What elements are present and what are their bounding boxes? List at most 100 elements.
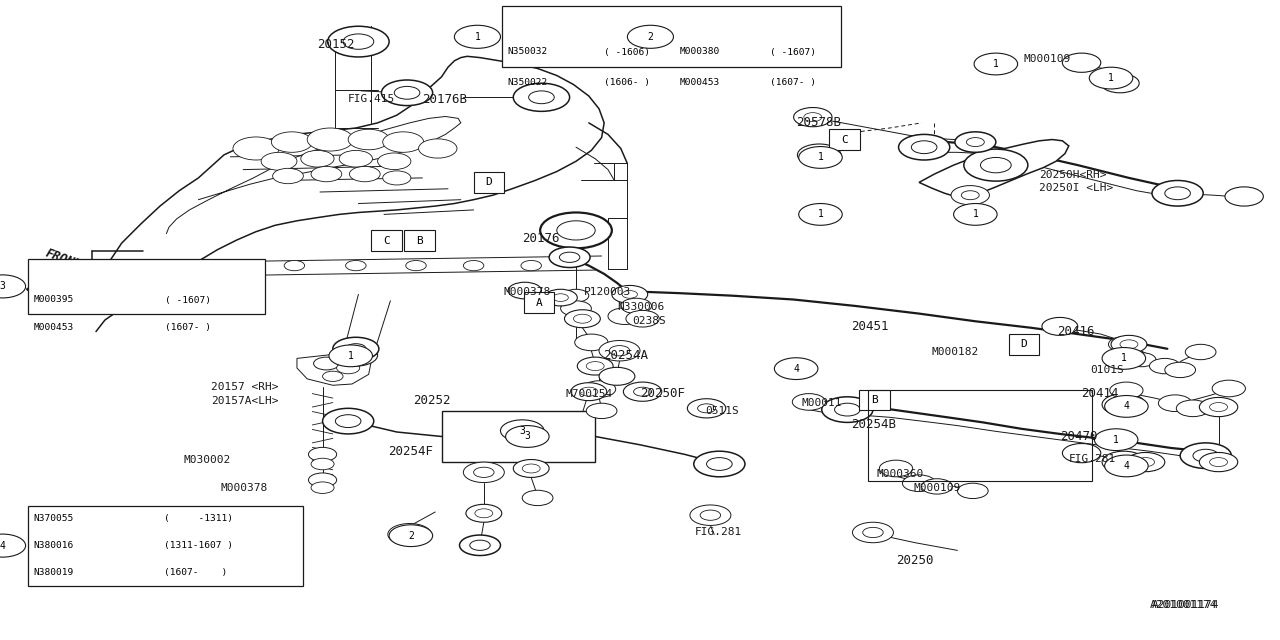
Text: 3: 3: [520, 426, 525, 436]
Circle shape: [1185, 344, 1216, 360]
Circle shape: [700, 510, 721, 520]
Text: (     -1311): ( -1311): [164, 515, 233, 524]
Text: 2: 2: [408, 531, 413, 541]
Circle shape: [573, 314, 591, 323]
Circle shape: [690, 505, 731, 525]
Circle shape: [804, 113, 822, 122]
Text: 4: 4: [0, 541, 5, 550]
Circle shape: [389, 525, 433, 547]
Circle shape: [207, 289, 248, 310]
Circle shape: [1108, 337, 1139, 352]
Circle shape: [621, 298, 652, 314]
Text: B: B: [416, 236, 424, 246]
Text: 20451: 20451: [851, 320, 888, 333]
Circle shape: [463, 462, 504, 483]
Circle shape: [1199, 397, 1238, 417]
Circle shape: [634, 387, 652, 396]
Circle shape: [822, 397, 873, 422]
FancyBboxPatch shape: [859, 390, 890, 410]
Text: 20176: 20176: [522, 232, 559, 244]
Circle shape: [346, 260, 366, 271]
Text: 4: 4: [1124, 461, 1129, 471]
Circle shape: [311, 166, 342, 182]
Circle shape: [599, 367, 635, 385]
Text: 1: 1: [1121, 353, 1126, 364]
Circle shape: [343, 34, 374, 49]
Circle shape: [966, 138, 984, 147]
Circle shape: [273, 168, 303, 184]
Circle shape: [694, 451, 745, 477]
Circle shape: [506, 426, 549, 447]
Text: 1: 1: [818, 209, 823, 220]
Text: 20176B: 20176B: [422, 93, 467, 106]
Text: FIG.281: FIG.281: [1069, 454, 1116, 464]
Circle shape: [835, 403, 860, 416]
FancyBboxPatch shape: [502, 6, 841, 67]
Circle shape: [92, 286, 125, 303]
Circle shape: [1094, 429, 1138, 451]
Circle shape: [1126, 452, 1165, 472]
Circle shape: [799, 204, 842, 225]
Text: 1: 1: [818, 152, 823, 163]
Circle shape: [571, 383, 607, 401]
Circle shape: [563, 289, 589, 302]
Text: 20250F: 20250F: [640, 387, 685, 400]
Circle shape: [1165, 362, 1196, 378]
Circle shape: [902, 475, 936, 492]
FancyBboxPatch shape: [371, 230, 402, 251]
Text: P120003: P120003: [584, 287, 631, 298]
Text: 20254A: 20254A: [603, 349, 648, 362]
Circle shape: [1120, 340, 1138, 349]
Text: N350022: N350022: [507, 78, 547, 87]
Text: 2: 2: [648, 32, 653, 42]
Circle shape: [687, 399, 726, 418]
Circle shape: [1062, 53, 1101, 72]
Circle shape: [1149, 358, 1180, 374]
Circle shape: [463, 260, 484, 271]
Circle shape: [308, 447, 337, 461]
Circle shape: [328, 26, 389, 57]
Text: 20414: 20414: [1082, 387, 1119, 400]
Circle shape: [911, 141, 937, 154]
Text: M000378: M000378: [503, 287, 550, 298]
FancyBboxPatch shape: [28, 259, 265, 314]
Circle shape: [346, 344, 366, 354]
Circle shape: [470, 540, 490, 550]
Circle shape: [564, 310, 600, 328]
Text: 20250H<RH>: 20250H<RH>: [1039, 170, 1107, 180]
Circle shape: [1210, 403, 1228, 412]
Text: M000395: M000395: [33, 296, 73, 305]
Circle shape: [922, 479, 952, 494]
Text: (1607- ): (1607- ): [771, 78, 817, 87]
Circle shape: [522, 490, 553, 506]
Circle shape: [219, 295, 237, 304]
Circle shape: [475, 509, 493, 518]
Circle shape: [227, 260, 247, 271]
Circle shape: [323, 371, 343, 381]
Text: 1: 1: [348, 351, 353, 361]
Circle shape: [195, 294, 215, 305]
Circle shape: [608, 308, 641, 324]
Circle shape: [233, 137, 279, 160]
Text: 20157 <RH>: 20157 <RH>: [211, 382, 279, 392]
Text: 20254F: 20254F: [388, 445, 433, 458]
Circle shape: [101, 270, 116, 278]
Circle shape: [797, 144, 841, 166]
Circle shape: [381, 80, 433, 106]
Text: B: B: [870, 395, 878, 405]
Circle shape: [980, 157, 1011, 173]
Circle shape: [794, 108, 832, 127]
FancyBboxPatch shape: [442, 411, 595, 462]
Circle shape: [334, 344, 378, 366]
Circle shape: [1199, 452, 1238, 472]
Text: C: C: [383, 236, 390, 246]
Text: 20578B: 20578B: [796, 116, 841, 129]
Text: A: A: [535, 298, 543, 308]
Text: A201001174: A201001174: [1149, 600, 1217, 610]
Circle shape: [586, 362, 604, 371]
Circle shape: [301, 150, 334, 167]
FancyBboxPatch shape: [404, 230, 435, 251]
Text: 1: 1: [1114, 435, 1119, 445]
Circle shape: [394, 86, 420, 99]
Text: N380016: N380016: [33, 541, 73, 550]
